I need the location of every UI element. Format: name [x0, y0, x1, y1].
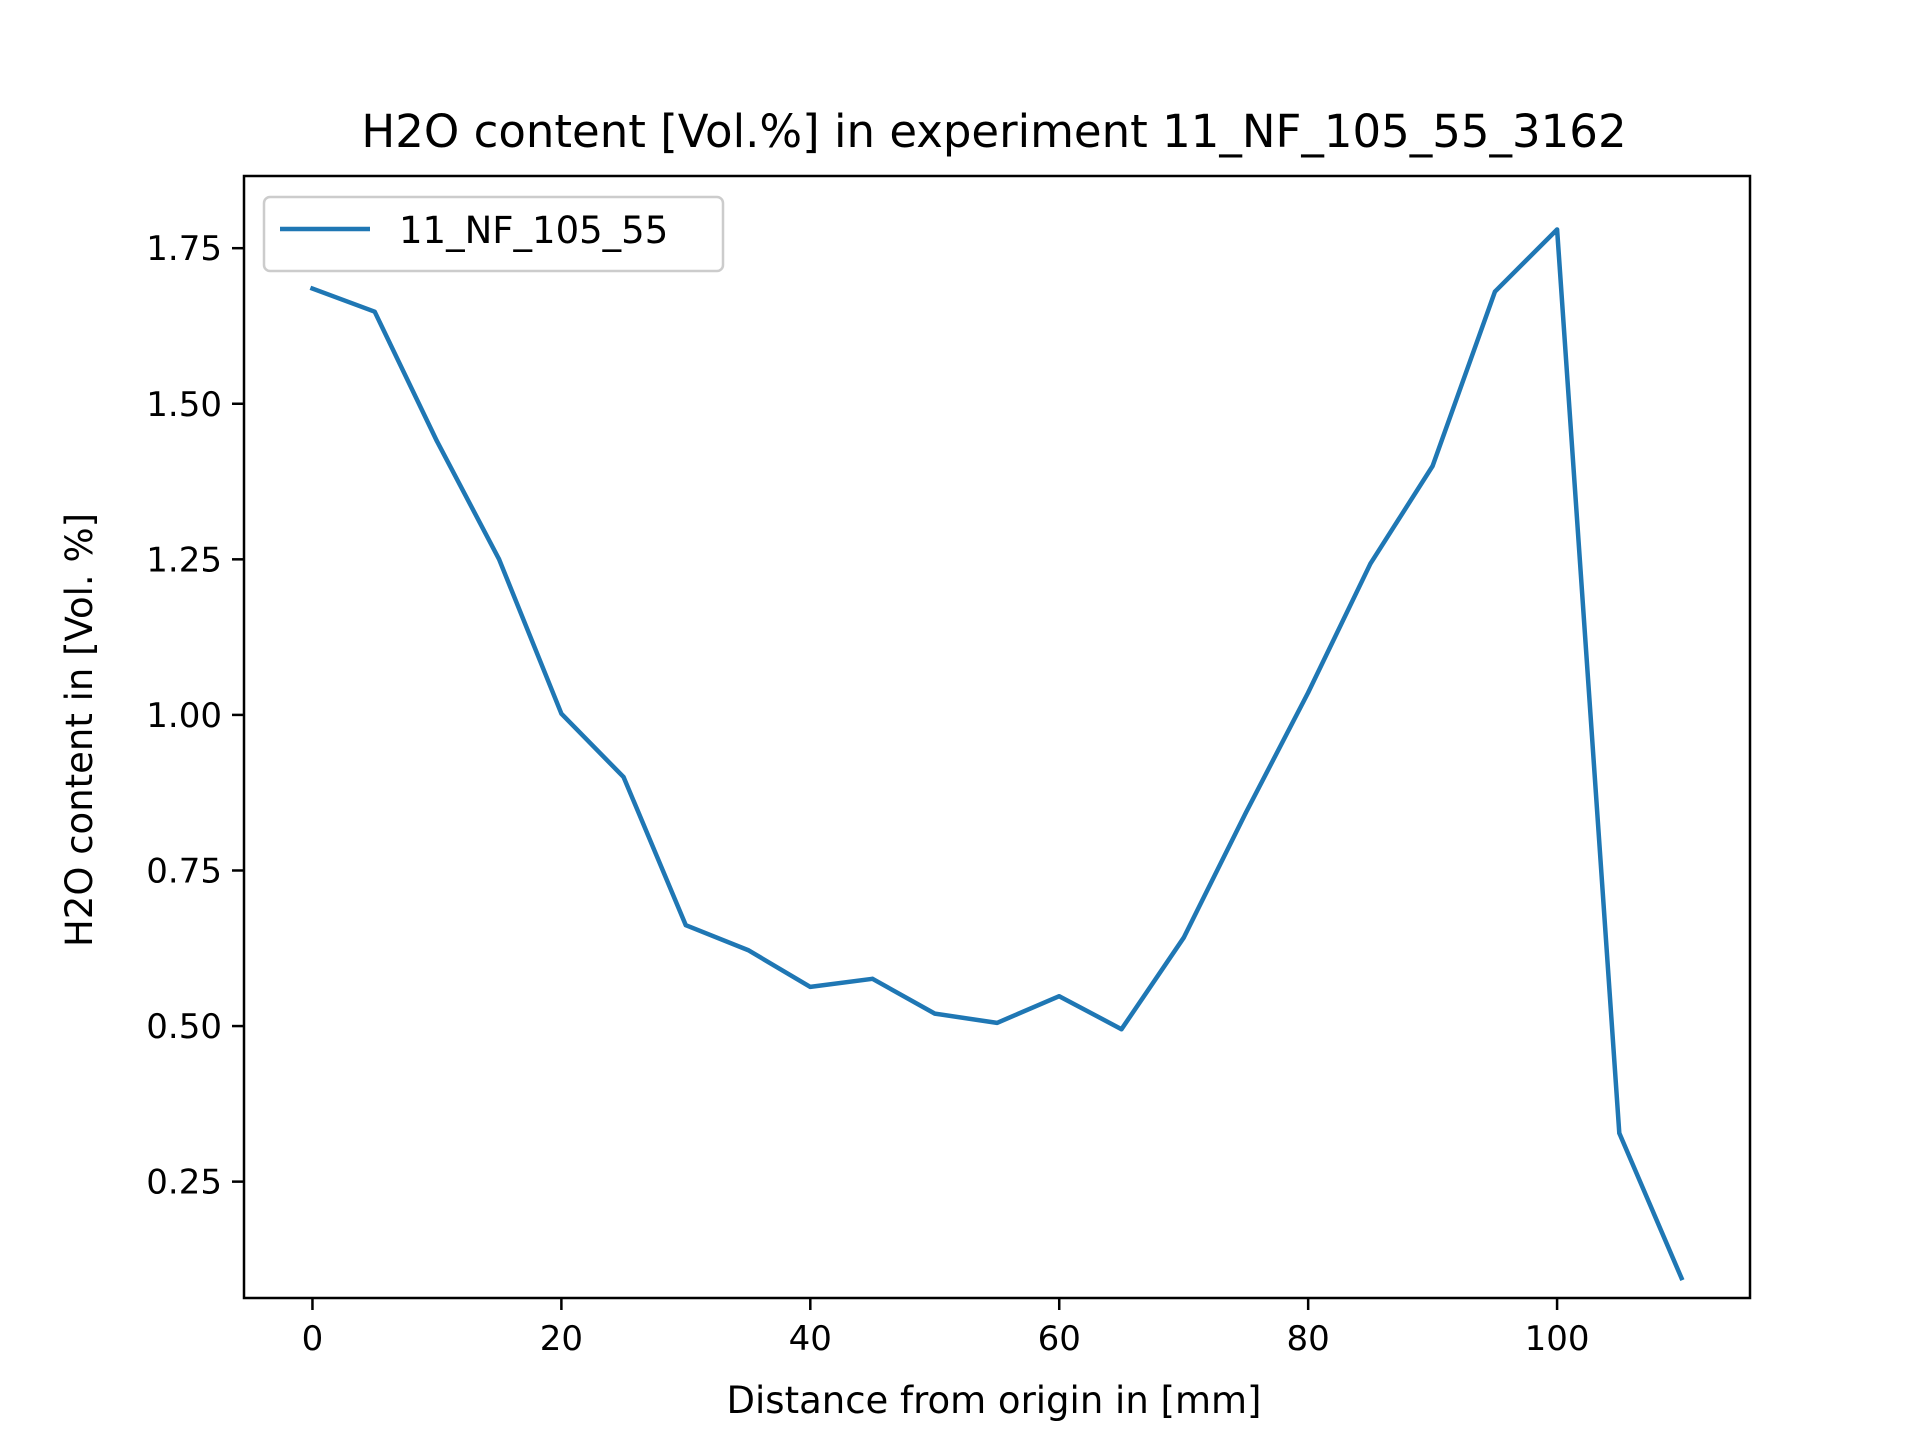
data-point — [559, 711, 564, 716]
data-point — [683, 923, 688, 928]
data-point — [995, 1020, 999, 1025]
data-point — [1679, 1276, 1684, 1281]
x-tick-label: 20 — [540, 1319, 583, 1359]
data-point — [1057, 994, 1062, 999]
y-tick-label: 0.75 — [146, 851, 222, 891]
data-point — [808, 984, 813, 989]
y-tick-label: 1.00 — [146, 696, 222, 736]
data-point — [1243, 810, 1248, 815]
data-point — [1492, 289, 1497, 294]
data-point — [1119, 1027, 1124, 1032]
x-tick-label: 80 — [1287, 1319, 1330, 1359]
data-point — [1306, 690, 1311, 695]
data-point — [746, 948, 751, 953]
plot-area — [242, 174, 1752, 1300]
y-tick-label: 0.25 — [146, 1163, 222, 1203]
y-tick-label: 0.50 — [146, 1007, 222, 1047]
data-point — [1368, 561, 1373, 566]
x-tick-label: 60 — [1038, 1319, 1081, 1359]
data-point — [870, 976, 875, 981]
y-tick-label: 1.50 — [146, 385, 222, 425]
chart-title: H2O content [Vol.%] in experiment 11_NF_… — [361, 105, 1626, 158]
x-tick-label: 40 — [789, 1319, 832, 1359]
data-point — [621, 775, 626, 780]
data-point — [497, 557, 502, 562]
legend-label: 11_NF_105_55 — [399, 209, 668, 252]
data-point — [372, 309, 377, 314]
data-point — [1555, 227, 1560, 232]
data-point — [1617, 1131, 1622, 1136]
plot-frame — [242, 174, 1752, 1300]
plot-background — [244, 176, 1750, 1298]
y-tick-label: 1.25 — [146, 540, 222, 580]
legend: 11_NF_105_55 — [262, 195, 725, 273]
x-axis-label: Distance from origin in [mm] — [727, 1379, 1262, 1422]
data-point — [434, 439, 439, 444]
x-tick-label: 100 — [1525, 1319, 1590, 1359]
x-axis-ticks: 0 20 40 60 80 100 — [302, 1298, 1590, 1359]
y-axis-ticks: 0.25 0.50 0.75 1.00 1.25 1.50 1.75 — [146, 229, 244, 1203]
data-point — [1181, 935, 1186, 940]
y-tick-label: 1.75 — [146, 229, 222, 269]
data-point — [1430, 464, 1435, 468]
data-point — [310, 286, 315, 291]
data-point — [932, 1011, 937, 1016]
x-tick-label: 0 — [302, 1319, 324, 1359]
legend-frame — [262, 195, 725, 273]
y-axis-label: H2O content in [Vol. %] — [58, 513, 101, 947]
